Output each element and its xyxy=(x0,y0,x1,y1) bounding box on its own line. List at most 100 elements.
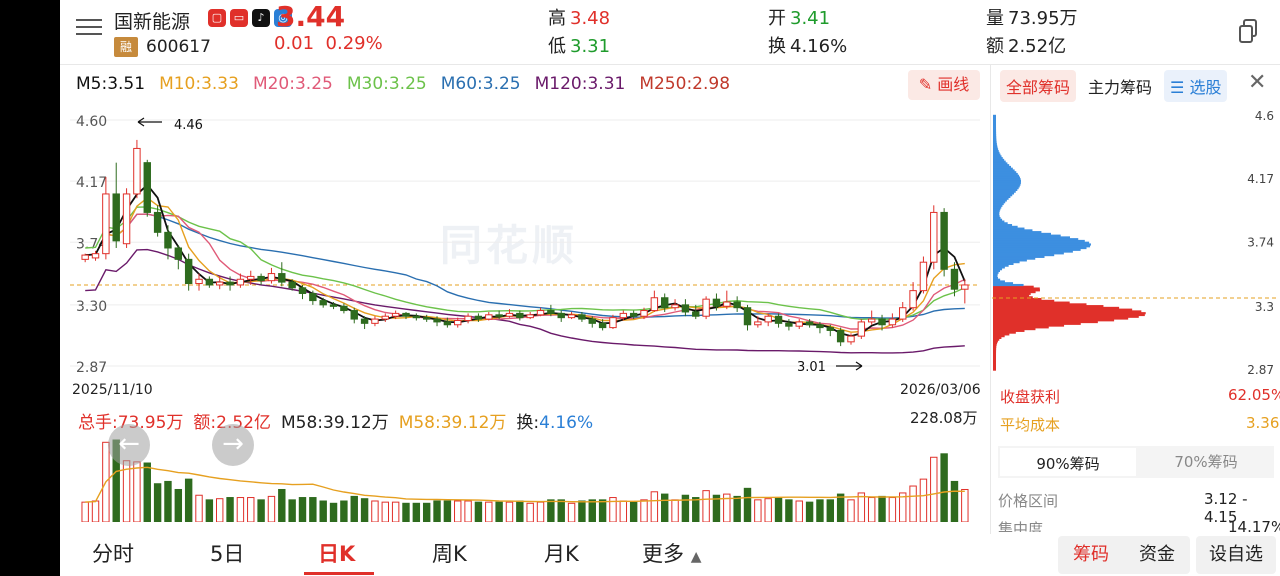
candle-body xyxy=(454,319,462,326)
social-badges: ▢ ▭ ♪ ◎ xyxy=(208,9,292,27)
candle-body xyxy=(867,318,876,323)
tab-weekly-k[interactable]: 周K xyxy=(432,542,467,566)
toggle-90[interactable]: 90%筹码 xyxy=(1000,448,1136,476)
volume-bar xyxy=(547,499,555,522)
volume-bar xyxy=(578,500,586,522)
volume-chart[interactable] xyxy=(70,438,980,522)
chip-bar xyxy=(993,280,1005,283)
candle-body xyxy=(102,193,110,255)
candle-body xyxy=(205,278,214,286)
chip-bar xyxy=(993,153,1001,156)
candlestick-chart[interactable]: 4.604.173.743.302.874.463.01 xyxy=(70,104,980,384)
chip-bar xyxy=(993,352,997,355)
volume-bar xyxy=(774,497,783,522)
volume-bar xyxy=(153,483,162,522)
chip-bar xyxy=(993,266,1005,269)
tab-5day-label[interactable]: 5日 xyxy=(210,542,245,566)
stat-low: 低 3.31 xyxy=(548,32,610,58)
tab-monthly-k[interactable]: 月K xyxy=(544,542,579,566)
chip-bar xyxy=(993,135,997,139)
chip-bar xyxy=(993,257,1036,260)
chip-bar xyxy=(993,238,1079,241)
volume-bar xyxy=(671,499,679,522)
tab-main-chips[interactable]: 主力筹码 xyxy=(1088,78,1153,97)
ma120-label: M120:3.31 xyxy=(534,74,626,94)
prev-arrow-icon[interactable]: ← xyxy=(108,424,150,466)
candle-body xyxy=(909,290,917,309)
volume-total: 总手:73.95万 xyxy=(78,413,184,433)
volume-bar xyxy=(319,500,327,522)
chip-bar xyxy=(993,157,1003,160)
chip-bar xyxy=(993,298,1042,301)
chip-bar xyxy=(993,264,1009,267)
chip-bar xyxy=(993,319,1115,322)
chip-bar xyxy=(993,250,1073,253)
add-favorite-button[interactable]: 设自选 xyxy=(1196,536,1276,574)
forum-icon[interactable]: ◎ xyxy=(274,9,292,27)
news-icon[interactable]: ▢ xyxy=(208,9,226,27)
volume-bar xyxy=(764,498,772,522)
chip-bar xyxy=(993,120,997,123)
close-icon[interactable]: ✕ xyxy=(1248,70,1267,95)
volume-bar xyxy=(288,499,296,522)
volume-bar xyxy=(629,501,638,522)
chip-bar xyxy=(993,287,1040,290)
low-label: 低 xyxy=(548,36,566,57)
tab-all-chips[interactable]: 全部筹码 xyxy=(1000,70,1077,102)
toggle-70[interactable]: 70%筹码 xyxy=(1174,453,1238,471)
tab-more[interactable]: 更多 ▲ xyxy=(642,538,701,568)
volume-bar xyxy=(909,485,917,522)
chip-bar xyxy=(993,162,1008,165)
chip-bar xyxy=(993,220,1005,223)
chip-bar xyxy=(993,194,1013,197)
candle-body xyxy=(164,231,172,249)
chips-button[interactable]: 筹码 xyxy=(1073,544,1109,565)
volume-turnover: 换:4.16% xyxy=(516,408,593,433)
candle-body xyxy=(474,315,483,320)
y-tick-label: 2.87 xyxy=(76,360,107,376)
chip-bar xyxy=(993,190,1016,193)
chip-bar xyxy=(993,282,1014,285)
volume-turn-label: 换: xyxy=(516,413,540,433)
chip-bar xyxy=(993,338,1000,341)
candle-body xyxy=(495,314,503,317)
menu-icon[interactable] xyxy=(76,14,104,44)
volume-bar xyxy=(950,480,959,522)
stat-amount: 额 2.52亿 xyxy=(986,32,1066,58)
volume-bar xyxy=(391,501,400,522)
candle-body xyxy=(422,317,431,320)
candle-body xyxy=(226,281,234,286)
volume-legend: 总手:73.95万 额:2.52亿 M58:39.12万 M58:39.12万 … xyxy=(78,408,593,433)
candle-body xyxy=(278,273,286,283)
volume-bar xyxy=(878,495,886,522)
volume-bar xyxy=(919,478,928,522)
candle-body xyxy=(174,247,183,260)
candle-body xyxy=(919,261,928,292)
chip-bar xyxy=(993,324,1065,327)
chip-bar xyxy=(993,125,997,128)
volume-ma-line xyxy=(85,466,965,503)
change-pct: 0.29% xyxy=(325,33,383,54)
tab-daily-k[interactable]: 日K xyxy=(318,542,356,566)
chip-bar xyxy=(993,350,997,354)
volume-bar xyxy=(422,502,431,522)
chip-bar xyxy=(993,296,1033,299)
volume-bar xyxy=(888,497,897,522)
chip-bar xyxy=(993,243,1091,246)
tiktok-icon[interactable]: ♪ xyxy=(252,9,270,27)
share-icon[interactable] xyxy=(1238,18,1260,44)
draw-line-button[interactable]: ✎ 画线 xyxy=(908,70,980,100)
next-arrow-icon[interactable]: → xyxy=(212,424,254,466)
volume-bar xyxy=(754,499,762,522)
tab-timeshare-label[interactable]: 分时 xyxy=(92,542,134,566)
chip-axis-label: 3.74 xyxy=(1247,235,1274,249)
funds-button[interactable]: 资金 xyxy=(1139,544,1175,565)
chip-bar xyxy=(993,246,1087,250)
volume-bar xyxy=(371,500,379,522)
video-icon[interactable]: ▭ xyxy=(230,9,248,27)
volume-bar xyxy=(816,499,824,522)
chip-bar xyxy=(993,306,1120,310)
tab-select-stock[interactable]: ☰ 选股 xyxy=(1164,70,1228,102)
watermark: 同花顺 xyxy=(440,221,579,270)
candle-body xyxy=(609,317,617,329)
